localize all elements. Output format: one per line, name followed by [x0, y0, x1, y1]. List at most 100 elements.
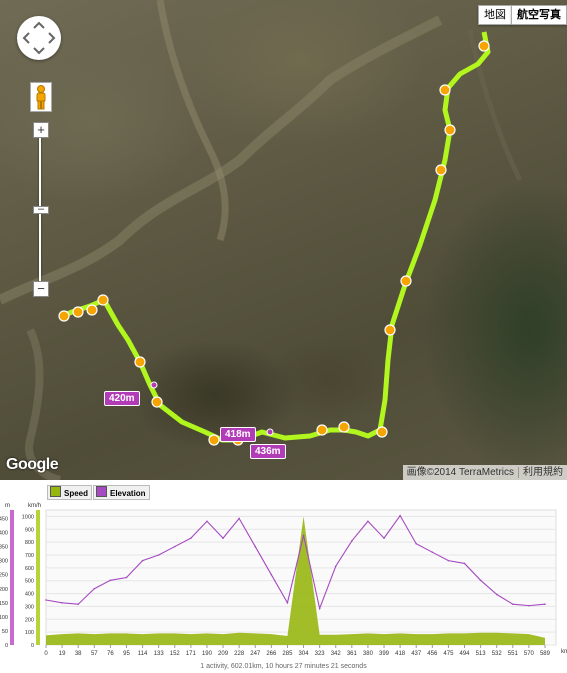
elevation-point [206, 520, 208, 523]
x-tick-label: 475 [443, 651, 454, 657]
y-left-tick-label: 0 [5, 643, 8, 649]
elevation-point [511, 603, 514, 606]
zoom-out-button[interactable]: − [33, 281, 49, 297]
elevation-label[interactable]: 436m [250, 444, 286, 459]
route-marker[interactable] [478, 40, 490, 52]
zoom-in-button[interactable]: + [33, 122, 49, 138]
y-right-tick-label: 800 [25, 540, 34, 546]
x-tick-label: 190 [202, 651, 213, 657]
elevation-point [399, 514, 401, 517]
terms-link[interactable]: 利用規約 [518, 467, 567, 478]
elevation-point [141, 559, 144, 562]
activity-summary: 1 activity, 602.01km, 10 hours 27 minute… [200, 663, 367, 670]
y-right-tick-label: 0 [31, 643, 34, 649]
legend-speed[interactable]: Speed [47, 485, 93, 500]
legend-speed-swatch [50, 486, 61, 497]
y-left-tick-label: 150 [0, 601, 8, 607]
x-tick-label: 0 [44, 651, 48, 657]
elevation-point [415, 542, 418, 545]
x-tick-label: 95 [123, 651, 130, 657]
map-type-map-button[interactable]: 地図 [478, 5, 512, 25]
y-left-tick-label: 300 [0, 559, 8, 565]
x-tick-label: 57 [91, 651, 98, 657]
x-tick-label: 114 [138, 651, 148, 657]
zoom-slider-handle[interactable]: – [33, 204, 49, 215]
x-tick-label: 19 [59, 651, 66, 657]
x-tick-label: 513 [476, 651, 487, 657]
y-right-tick-label: 1000 [22, 514, 34, 520]
right-axis-unit: km/h [28, 503, 41, 509]
y-right-tick-label: 700 [25, 553, 34, 559]
legend-elevation-swatch [96, 486, 107, 497]
elevation-point [495, 593, 498, 596]
elevation-point [150, 381, 158, 389]
elevation-point [109, 579, 112, 582]
elevation-point [351, 540, 353, 542]
y-left-tick-label: 200 [0, 587, 8, 593]
elevation-point [77, 603, 79, 606]
route-marker[interactable] [97, 294, 109, 306]
elevation-point [157, 554, 160, 556]
chart-plot[interactable]: 0 100 200 300 400 500 600 700 800 900 1000 0 50 100 15… [0, 480, 567, 662]
route-marker[interactable] [444, 124, 456, 136]
elevation-label[interactable]: 418m [220, 427, 256, 442]
route-marker[interactable] [86, 304, 98, 316]
route-marker[interactable] [376, 426, 388, 438]
elevation-point [383, 537, 385, 539]
route-marker[interactable] [208, 434, 220, 446]
route-marker[interactable] [338, 421, 350, 433]
route-markers [58, 40, 490, 446]
route-marker[interactable] [400, 275, 412, 287]
elevation-point [528, 604, 530, 607]
y-left-tick-label: 50 [2, 629, 8, 635]
pan-control[interactable] [17, 16, 61, 60]
google-logo: Google [6, 456, 59, 473]
elevation-point [266, 428, 274, 436]
left-axis-unit: m [5, 503, 10, 509]
elevation-point [286, 602, 289, 604]
speed-series-area [46, 516, 545, 645]
x-axis-unit: km [561, 649, 567, 655]
elevation-point [463, 562, 466, 565]
satellite-map[interactable]: 420m 418m 436m + – − 地図 航空写真 Google 画像©2… [0, 0, 567, 480]
elevation-point [238, 517, 240, 520]
route-marker[interactable] [151, 396, 163, 408]
elevation-point [334, 565, 337, 568]
elevation-point [45, 599, 47, 601]
route-marker[interactable] [384, 324, 396, 336]
x-tick-label: 589 [540, 651, 551, 657]
pan-arrows-icon [22, 21, 56, 55]
imagery-credit: 画像©2014 TerraMetrics [406, 467, 514, 478]
elevation-point [222, 537, 224, 539]
route-marker[interactable] [439, 84, 451, 96]
x-tick-label: 304 [299, 651, 310, 657]
x-tick-label: 38 [75, 651, 82, 657]
route-marker[interactable] [435, 164, 447, 176]
y-right-tick-label: 500 [25, 579, 34, 585]
elevation-point [190, 537, 192, 539]
route-marker[interactable] [134, 356, 146, 368]
x-tick-label: 380 [363, 651, 374, 657]
route-marker[interactable] [58, 310, 70, 322]
x-tick-label: 171 [186, 651, 197, 657]
y-right-tick-label: 300 [25, 604, 34, 610]
speed-axis-bar [36, 510, 40, 645]
street-view-pegman[interactable] [30, 82, 52, 112]
x-tick-label: 152 [170, 651, 181, 657]
route-marker[interactable] [72, 306, 84, 318]
elevation-point [318, 607, 321, 610]
y-right-tick-label: 100 [25, 630, 34, 636]
elevation-point [431, 551, 434, 553]
x-tick-label: 551 [508, 651, 519, 657]
y-left-tick-label: 100 [0, 615, 8, 621]
map-credits: 画像©2014 TerraMetrics 利用規約 [402, 465, 567, 480]
legend-elevation[interactable]: Elevation [93, 485, 150, 500]
map-type-satellite-button[interactable]: 航空写真 [511, 5, 567, 25]
elevation-point [367, 520, 369, 523]
x-tick-label: 456 [427, 651, 438, 657]
map-terrain [0, 0, 523, 480]
elevation-label[interactable]: 420m [104, 391, 140, 406]
route-marker[interactable] [316, 424, 328, 436]
x-tick-label: 361 [347, 651, 358, 657]
legend-speed-label: Speed [64, 489, 89, 498]
